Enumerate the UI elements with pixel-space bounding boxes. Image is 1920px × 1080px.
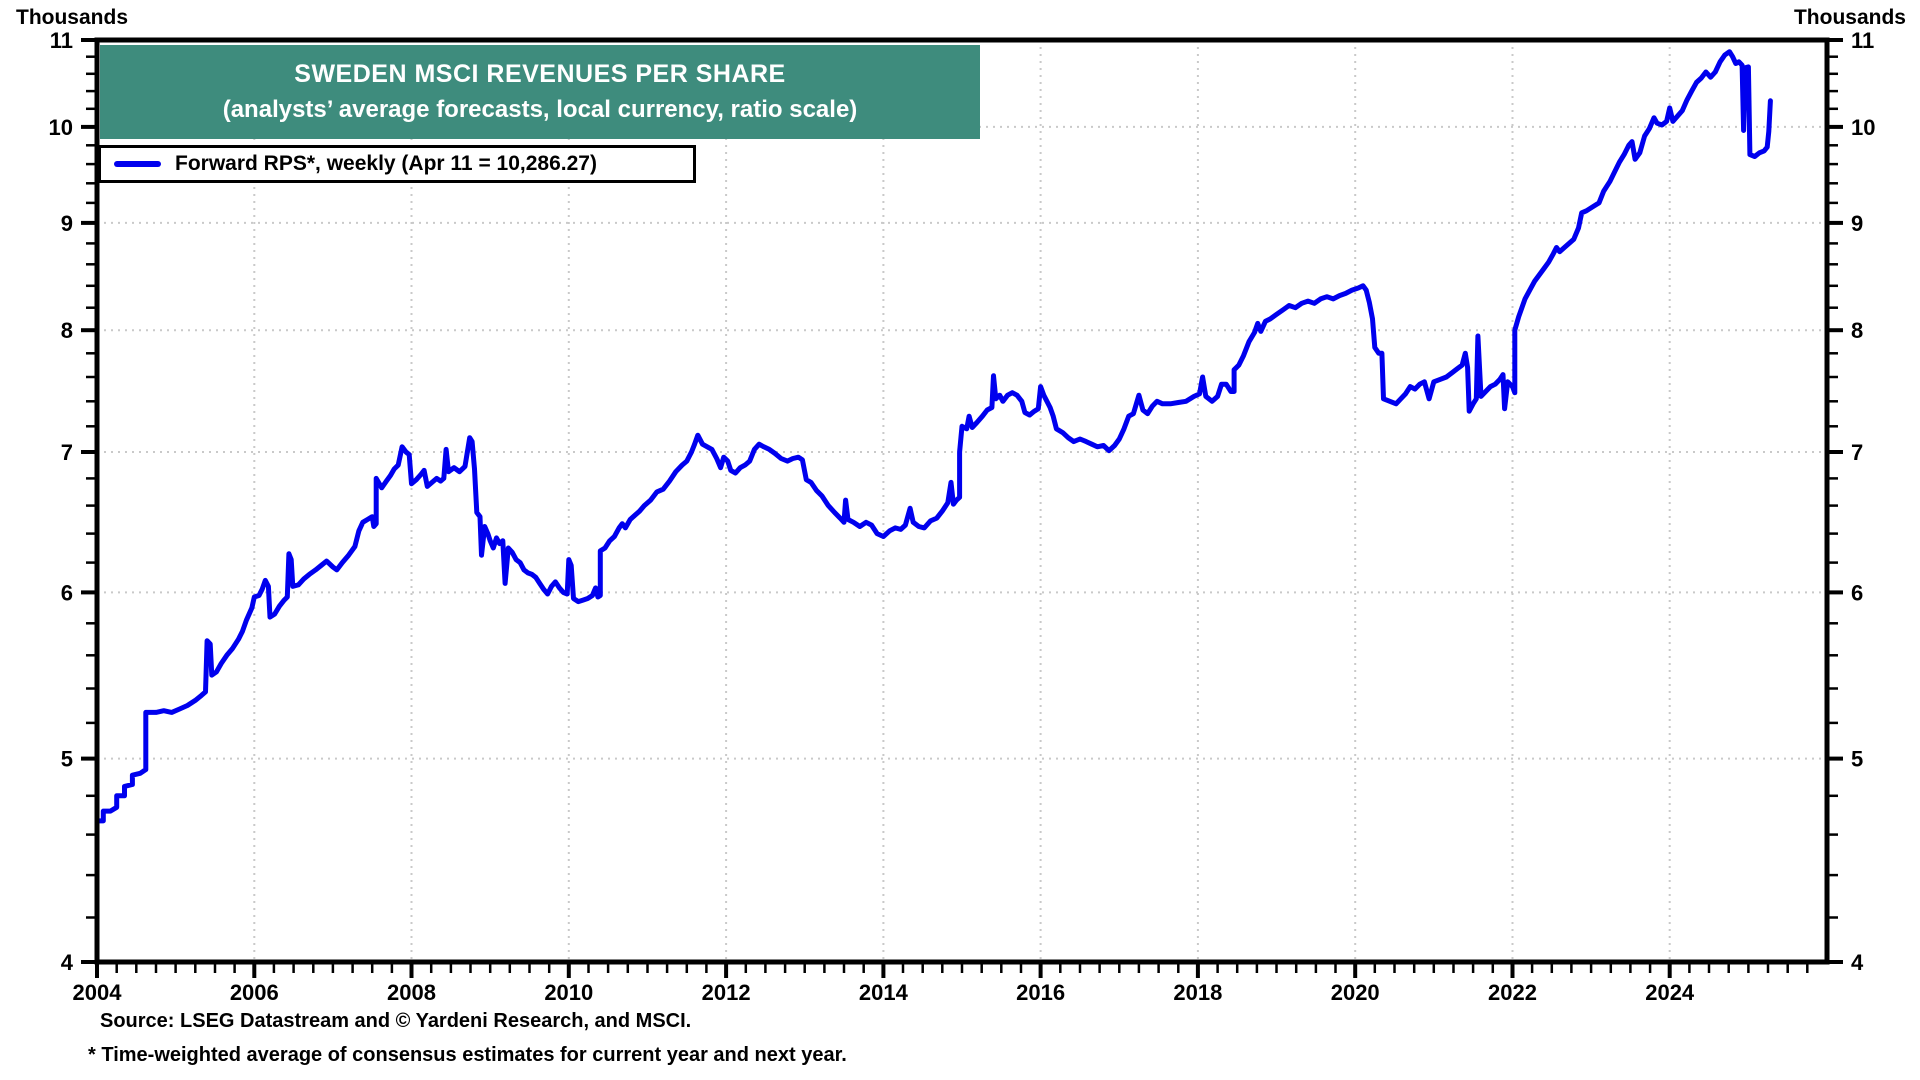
y-tick-label-right: 11: [1851, 28, 1874, 53]
y-axis-unit-right: Thousands: [1793, 6, 1906, 29]
y-tick-label-left: 10: [49, 115, 73, 140]
chart-title-box: SWEDEN MSCI REVENUES PER SHARE (analysts…: [100, 45, 980, 139]
y-tick-label-left: 9: [61, 211, 73, 236]
y-tick-label-right: 5: [1851, 747, 1863, 772]
x-tick-label: 2008: [387, 980, 436, 1005]
x-tick-label: 2016: [1016, 980, 1065, 1005]
y-axis-unit-left: Thousands: [16, 6, 129, 29]
y-tick-label-right: 4: [1851, 950, 1864, 975]
y-tick-label-right: 9: [1851, 211, 1863, 236]
y-tick-label-left: 7: [61, 440, 73, 465]
x-tick-label: 2022: [1488, 980, 1537, 1005]
x-tick-label: 2006: [230, 980, 279, 1005]
y-tick-label-left: 4: [61, 950, 74, 975]
y-tick-label-right: 6: [1851, 580, 1863, 605]
legend-line-swatch: [114, 161, 161, 167]
x-tick-label: 2020: [1331, 980, 1380, 1005]
x-tick-label: 2014: [859, 980, 909, 1005]
y-tick-label-right: 8: [1851, 318, 1863, 343]
x-tick-label: 2012: [702, 980, 751, 1005]
plot-border: [94, 37, 1830, 965]
x-tick-label: 2024: [1645, 980, 1695, 1005]
footnote: * Time-weighted average of consensus est…: [88, 1044, 847, 1066]
axis-ticks: [81, 38, 1843, 978]
x-tick-label: 2004: [73, 980, 123, 1005]
y-tick-label-left: 8: [61, 318, 73, 343]
legend: Forward RPS*, weekly (Apr 11 = 10,286.27…: [98, 145, 696, 183]
chart-title: SWEDEN MSCI REVENUES PER SHARE: [294, 60, 786, 88]
source-attribution: Source: LSEG Datastream and © Yardeni Re…: [100, 1010, 692, 1032]
x-axis-labels: 2004 2006 2008 2010 2012 2014 2016 2018 2020 2022…: [73, 980, 1695, 1005]
y-tick-label-left: 11: [50, 28, 73, 53]
y-tick-label-right: 7: [1851, 440, 1863, 465]
y-tick-label-left: 6: [61, 580, 73, 605]
x-tick-label: 2010: [544, 980, 593, 1005]
series-forward-rps-line: [94, 49, 1773, 824]
y-axis-labels: 4 4 5 5 6 6 7 7 8 8 9 9 10 10 11 11: [49, 28, 1876, 975]
x-tick-label: 2018: [1173, 980, 1222, 1005]
legend-label: Forward RPS*, weekly (Apr 11 = 10,286.27…: [175, 152, 597, 175]
y-tick-label-right: 10: [1851, 115, 1875, 140]
chart-subtitle: (analysts’ average forecasts, local curr…: [222, 96, 858, 123]
y-tick-label-left: 5: [61, 747, 73, 772]
